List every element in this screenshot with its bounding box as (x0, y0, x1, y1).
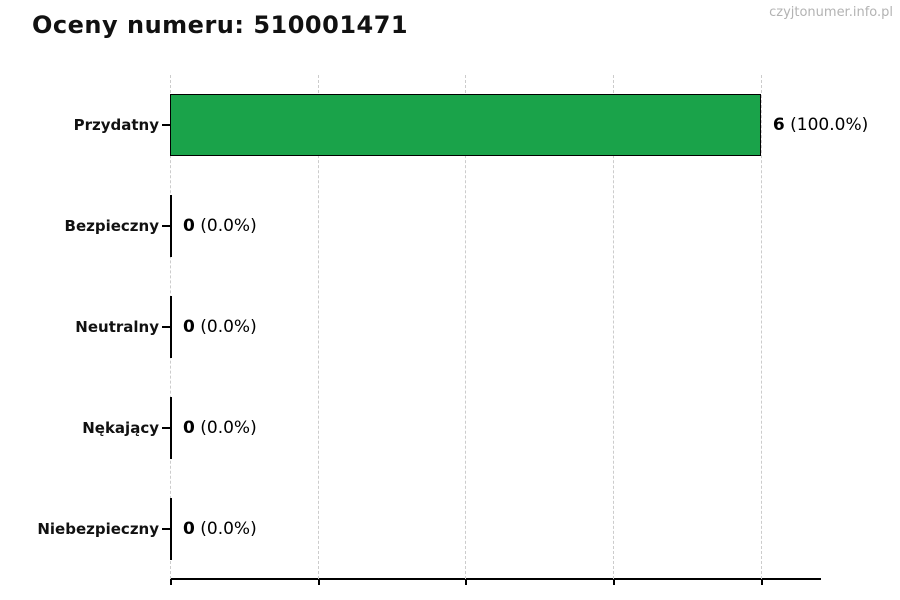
y-tick (162, 527, 170, 530)
bar-value-percent: (100.0%) (784, 115, 869, 136)
y-tick (162, 225, 170, 228)
bar (170, 497, 172, 560)
x-axis-line (170, 578, 821, 580)
category-label: Niebezpieczny (37, 519, 159, 538)
bar-value-number: 6 (772, 115, 785, 136)
watermark: czyjtonumer.info.pl (769, 5, 893, 20)
bar (170, 94, 761, 157)
bar (170, 195, 172, 258)
x-gridline (613, 75, 615, 579)
bar-value-label: 0 (0.0%) (183, 519, 257, 539)
chart-title: Oceny numeru: 510001471 (32, 11, 409, 39)
bar-value-percent: (0.0%) (194, 317, 257, 337)
bar-value-number: 0 (183, 518, 195, 539)
x-tick (613, 580, 616, 585)
x-tick (170, 580, 172, 585)
bar-value-label: 0 (0.0%) (183, 418, 257, 438)
x-tick (317, 580, 320, 585)
bar (170, 396, 172, 459)
bar (170, 296, 172, 358)
bar-value-percent: (0.0%) (194, 518, 257, 539)
x-tick (760, 580, 763, 585)
bar-value-number: 0 (183, 417, 195, 438)
category-label: Nękający (82, 418, 159, 437)
bar-value-percent: (0.0%) (194, 417, 257, 438)
x-gridline (465, 75, 467, 579)
category-label: Przydatny (73, 116, 159, 135)
bar-value-number: 0 (183, 216, 195, 237)
y-tick (162, 326, 170, 328)
category-label: Neutralny (75, 318, 159, 336)
bar-value-label: 0 (0.0%) (183, 216, 257, 236)
bar-value-label: 0 (0.0%) (183, 317, 257, 337)
x-tick (465, 580, 468, 585)
bar-value-number: 0 (183, 317, 195, 337)
bar-value-percent: (0.0%) (194, 216, 257, 237)
y-tick (162, 124, 170, 127)
category-label: Bezpieczny (64, 217, 159, 236)
x-gridline (317, 75, 319, 579)
y-tick (162, 426, 170, 429)
bar-value-label: 6 (100.0%) (773, 115, 868, 135)
x-gridline (760, 75, 762, 579)
